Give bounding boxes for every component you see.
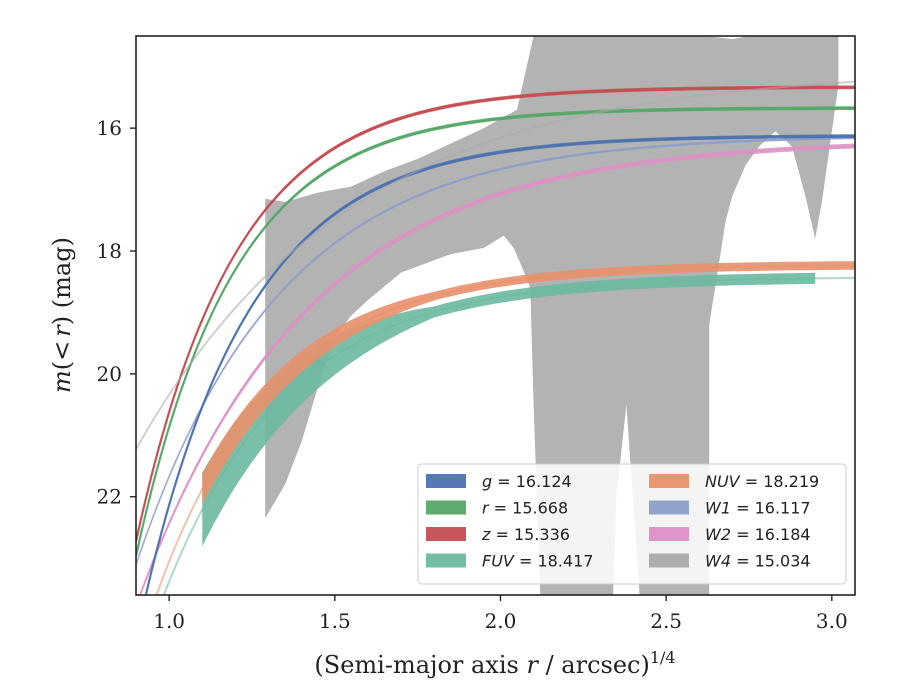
legend-entry-fuv: FUV = 18.417 <box>426 552 593 571</box>
series-g-line <box>144 135 855 595</box>
legend-swatch-w4 <box>649 553 689 568</box>
legend-label-z: z = 15.336 <box>481 525 570 544</box>
legend-entry-w2: W2 = 16.184 <box>649 525 811 544</box>
x-tick-label: 1.5 <box>319 609 351 633</box>
plot-frame <box>135 35 856 596</box>
x-axis-label: (Semi-major axis r / arcsec)1/4 <box>314 648 675 679</box>
legend-swatch-fuv <box>426 553 466 568</box>
series-w2-line <box>139 145 855 595</box>
legend-label-w1: W1 = 16.117 <box>705 499 811 518</box>
legend-entry-g: g = 16.124 <box>426 472 572 491</box>
series-nuv-line <box>155 264 855 595</box>
legend-swatch-nuv <box>649 474 689 488</box>
y-tick-label: 20 <box>97 362 122 386</box>
legend-label-nuv: NUV = 18.219 <box>705 472 819 491</box>
legend-swatch-w2 <box>649 527 689 541</box>
x-tick-label: 2.0 <box>485 609 517 633</box>
x-tick-label: 3.0 <box>816 609 848 633</box>
legend-entry-r: r = 15.668 <box>426 499 568 518</box>
legend-swatch-w1 <box>649 500 689 515</box>
legend-entry-w4: W4 = 15.034 <box>649 552 811 571</box>
legend-box <box>417 463 847 585</box>
legend-swatch-g <box>426 474 466 488</box>
series-z-line <box>136 86 855 542</box>
legend-entry-nuv: NUV = 18.219 <box>649 472 819 491</box>
legend-label-w4: W4 = 15.034 <box>705 552 811 571</box>
legend-swatch-r <box>426 500 466 515</box>
y-tick-label: 22 <box>97 485 122 509</box>
legend-label-w2: W2 = 16.184 <box>705 525 811 544</box>
y-tick-label: 16 <box>97 116 122 140</box>
x-tick-label: 1.0 <box>153 609 185 633</box>
series-r-line <box>136 107 855 557</box>
series-w4-line <box>136 80 855 450</box>
ticks-layer: 1.0 1.5 2.0 2.5 3.0 16 18 20 22 <box>97 116 848 633</box>
x-tick-label: 2.5 <box>650 609 682 633</box>
legend: g = 16.124 r = 15.668 z = 15.336 FUV = 18.4… <box>417 463 847 585</box>
series-fuv-band <box>202 272 816 547</box>
series-layer <box>136 36 855 595</box>
y-axis-label: m(<r) (mag) <box>48 237 76 393</box>
legend-swatch-z <box>426 527 466 541</box>
y-tick-label: 18 <box>97 239 122 263</box>
legend-label-g: g = 16.124 <box>482 472 572 491</box>
series-fuv-line <box>162 276 855 595</box>
legend-entry-z: z = 15.336 <box>426 525 570 544</box>
legend-label-r: r = 15.668 <box>482 499 568 518</box>
series-w1-line <box>136 136 855 566</box>
legend-entry-w1: W1 = 16.117 <box>649 499 811 518</box>
legend-label-fuv: FUV = 18.417 <box>482 552 593 571</box>
